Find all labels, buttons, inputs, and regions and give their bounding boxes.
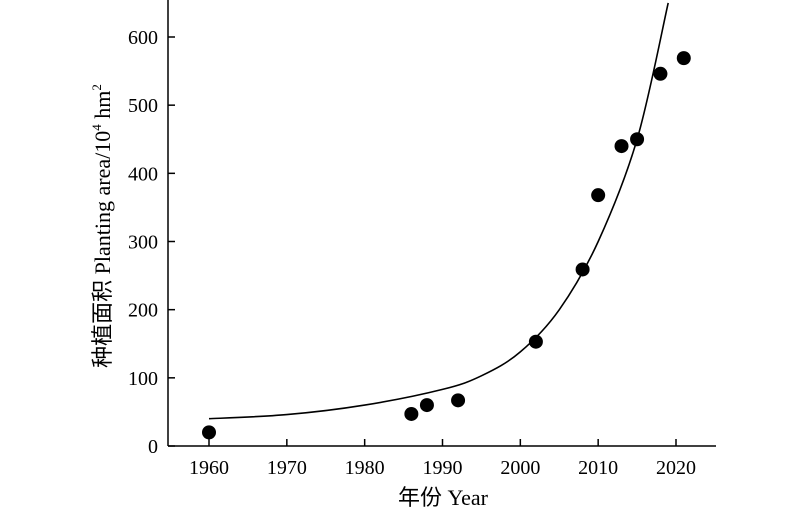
x-tick-label: 2010 bbox=[578, 457, 618, 479]
fit-curve-group bbox=[208, 2, 669, 420]
y-tick-label: 600 bbox=[128, 27, 158, 49]
x-tick-label: 1980 bbox=[345, 457, 385, 479]
y-axis-title-unit-exponent: 2 bbox=[89, 84, 104, 91]
data-point bbox=[630, 132, 645, 147]
data-point bbox=[528, 334, 543, 349]
x-tick-label: 2000 bbox=[500, 457, 540, 479]
x-tick-label: 1970 bbox=[267, 457, 307, 479]
y-tick-label: 200 bbox=[128, 300, 158, 322]
data-point bbox=[575, 262, 590, 277]
data-point bbox=[676, 51, 691, 66]
data-point bbox=[614, 139, 629, 154]
data-point bbox=[404, 406, 419, 421]
y-axis-title: 种植面积 Planting area/104 hm2 bbox=[89, 84, 115, 368]
data-point bbox=[591, 188, 606, 203]
y-axis-title-main: 种植面积 Planting area/10 bbox=[90, 131, 115, 368]
y-tick-label: 300 bbox=[128, 232, 158, 254]
x-ticks-group: 1960 1970 1980 1990 2000 2010 2020 bbox=[189, 439, 696, 479]
y-tick-label: 0 bbox=[148, 436, 158, 458]
y-axis-title-exponent: 4 bbox=[89, 124, 104, 131]
y-tick-label: 500 bbox=[128, 95, 158, 117]
fit-curve bbox=[208, 2, 669, 420]
x-axis-title: 年份 Year bbox=[398, 485, 489, 510]
y-tick-label: 400 bbox=[128, 163, 158, 185]
y-axis-title-unit: hm bbox=[90, 91, 115, 125]
data-point bbox=[202, 425, 216, 440]
data-point bbox=[451, 393, 466, 408]
x-tick-label: 1960 bbox=[189, 457, 229, 479]
data-point bbox=[653, 66, 668, 81]
x-tick-label: 1990 bbox=[423, 457, 463, 479]
y-ticks-group: 0 100 200 300 400 500 600 bbox=[128, 27, 175, 458]
data-points-group bbox=[202, 51, 691, 440]
data-point bbox=[419, 398, 434, 413]
y-tick-label: 100 bbox=[128, 368, 158, 390]
x-tick-label: 2020 bbox=[656, 457, 696, 479]
